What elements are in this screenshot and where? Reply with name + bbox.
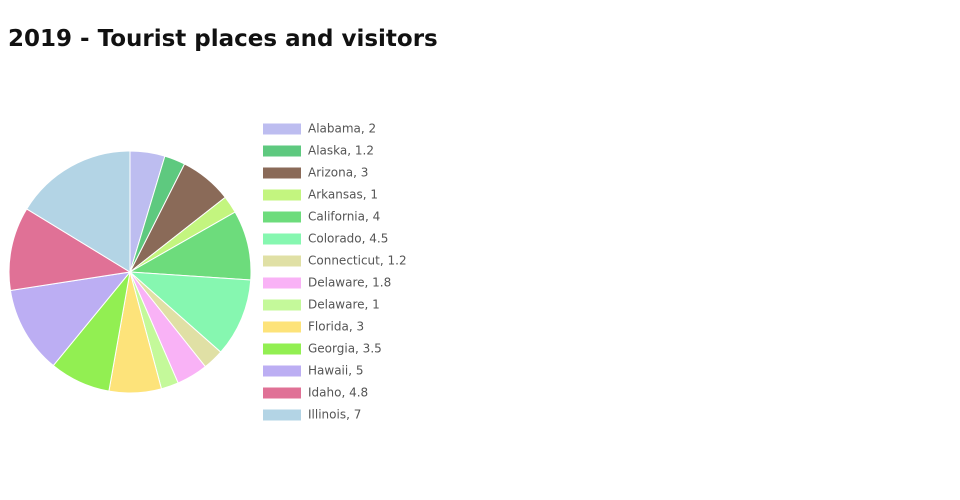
- pie-slice: [26, 150, 131, 273]
- chart-title: 2019 - Tourist places and visitors: [8, 26, 438, 52]
- legend-swatch: [263, 321, 301, 333]
- legend-label: Florida, 3: [308, 320, 364, 334]
- legend-swatch: [263, 189, 301, 201]
- pie-slice: [128, 271, 252, 353]
- legend-label: Idaho, 4.8: [308, 386, 368, 400]
- legend-label: Delaware, 1: [308, 298, 380, 312]
- legend-swatch: [263, 277, 301, 289]
- legend-swatch: [263, 343, 301, 355]
- legend-label: Hawaii, 5: [308, 364, 363, 378]
- legend-swatch: [263, 255, 301, 267]
- legend-label: Illinois, 7: [308, 408, 361, 422]
- legend-swatch: [263, 365, 301, 377]
- legend-label: Alaska, 1.2: [308, 144, 374, 158]
- legend-label: Alabama, 2: [308, 122, 376, 136]
- legend-label: Arkansas, 1: [308, 188, 378, 202]
- legend-label: California, 4: [308, 210, 380, 224]
- legend-label: Colorado, 4.5: [308, 232, 388, 246]
- legend-swatch: [263, 299, 301, 311]
- legend-label: Connecticut, 1.2: [308, 254, 407, 268]
- legend-swatch: [263, 409, 301, 421]
- pie-slice: [9, 271, 132, 367]
- legend-swatch: [263, 145, 301, 157]
- legend-swatch: [263, 123, 301, 135]
- legend-swatch: [263, 211, 301, 223]
- legend-label: Delaware, 1.8: [308, 276, 391, 290]
- legend-swatch: [263, 167, 301, 179]
- pie-slice: [8, 208, 132, 292]
- legend-swatch: [263, 233, 301, 245]
- legend-swatch: [263, 387, 301, 399]
- legend-label: Georgia, 3.5: [308, 342, 382, 356]
- legend-label: Arizona, 3: [308, 166, 368, 180]
